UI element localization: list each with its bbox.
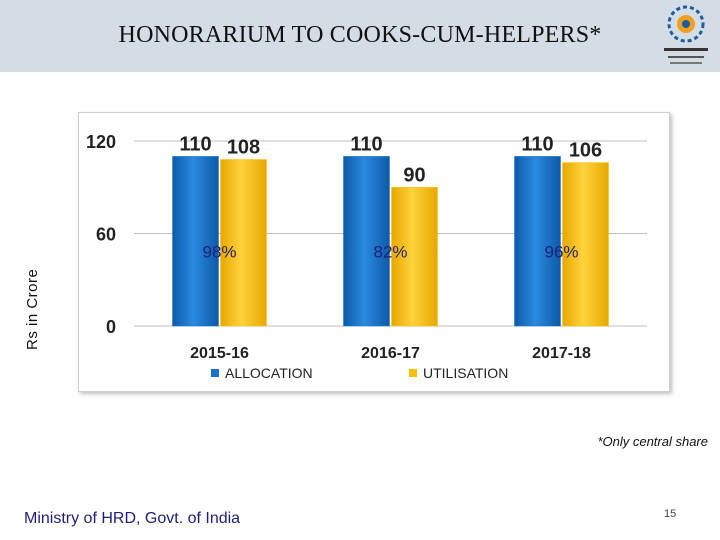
data-label-allocation: 110 [179,133,211,155]
bar-utilisation-2017-18 [562,162,609,327]
data-label-utilisation: 106 [569,140,602,162]
x-tick-label: 2017-18 [532,345,591,362]
data-label-utilisation: 90 [403,164,425,186]
y-axis-title: Rs in Crore [24,268,41,350]
legend-swatch-allocation [211,369,219,377]
bar-allocation-2015-16 [172,156,219,327]
data-label-allocation: 110 [350,133,382,155]
utilisation-percent-label: 96% [544,243,578,262]
bar-utilisation-2016-17 [391,187,438,327]
x-tick-label: 2016-17 [361,345,420,362]
midday-meal-logo-icon [664,5,708,64]
legend-swatch-utilisation [409,369,417,377]
page-number: 15 [664,508,677,520]
x-tick-label: 2015-16 [190,345,249,362]
slide-title: HONORARIUM TO COOKS-CUM-HELPERS* [118,22,602,48]
bar-allocation-2016-17 [343,156,390,327]
footer-ministry: Ministry of HRD, Govt. of India [24,510,241,527]
legend-label-utilisation: UTILISATION [423,365,508,381]
bar-utilisation-2015-16 [220,159,267,327]
y-tick-label: 60 [96,225,116,245]
footnote: *Only central share [597,434,708,449]
data-label-allocation: 110 [521,133,553,155]
chart-container: 0 60 120 110 108 98% 2015-16 110 90 82% 2016-17 110… [78,112,670,392]
legend-label-allocation: ALLOCATION [225,365,313,381]
utilisation-percent-label: 98% [202,243,236,262]
utilisation-percent-label: 82% [373,243,407,262]
bar-allocation-2017-18 [514,156,561,327]
bar-chart: 0 60 120 110 108 98% 2015-16 110 90 82% 2016-17 110… [86,132,647,381]
header-bar: HONORARIUM TO COOKS-CUM-HELPERS* [0,0,720,72]
y-tick-label: 120 [86,132,116,152]
data-label-utilisation: 108 [227,137,260,159]
y-tick-label: 0 [106,317,116,337]
